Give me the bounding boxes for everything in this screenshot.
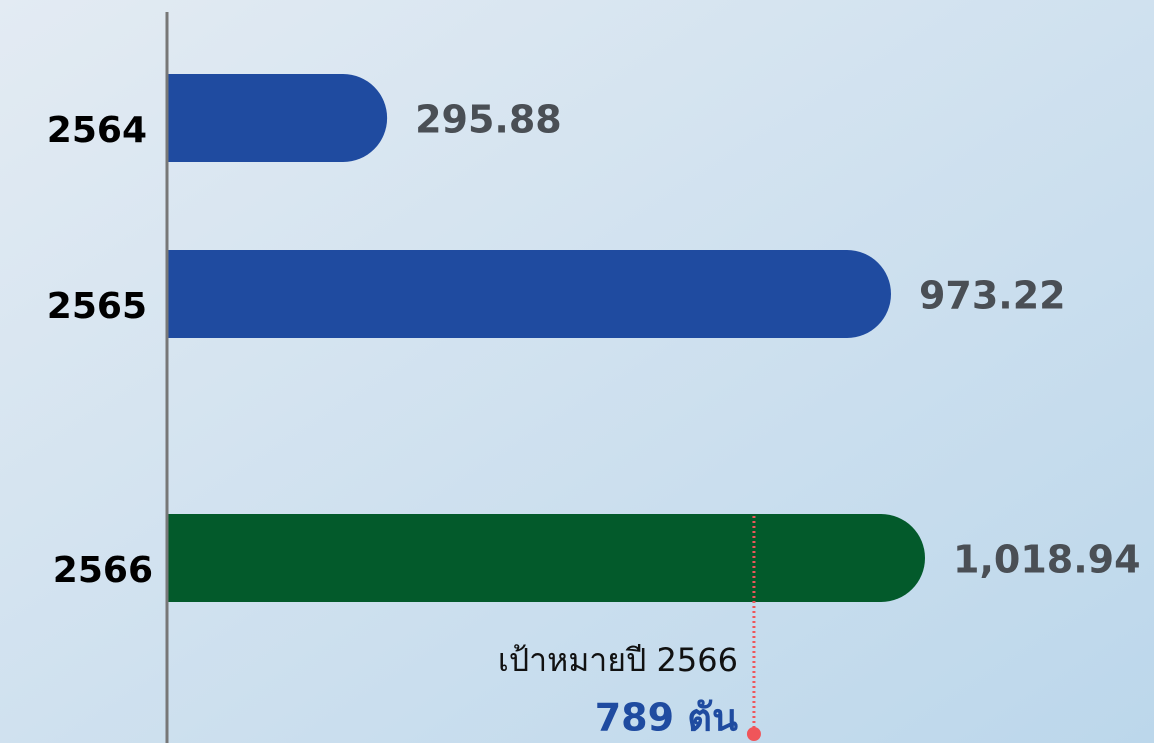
target-value-label: 789 ตัน — [595, 696, 738, 740]
target-dot — [746, 727, 761, 741]
bar — [167, 74, 388, 162]
value-label: 973.22 — [919, 274, 1066, 318]
bar — [167, 514, 925, 602]
value-label: 295.88 — [415, 98, 562, 142]
category-label: 2566 — [53, 550, 153, 591]
value-label: 1,018.94 — [953, 538, 1141, 582]
category-label: 2564 — [47, 110, 147, 151]
category-label: 2565 — [47, 286, 147, 327]
target-label: เป้าหมายปี 2566 — [498, 641, 738, 679]
bar — [167, 250, 891, 338]
